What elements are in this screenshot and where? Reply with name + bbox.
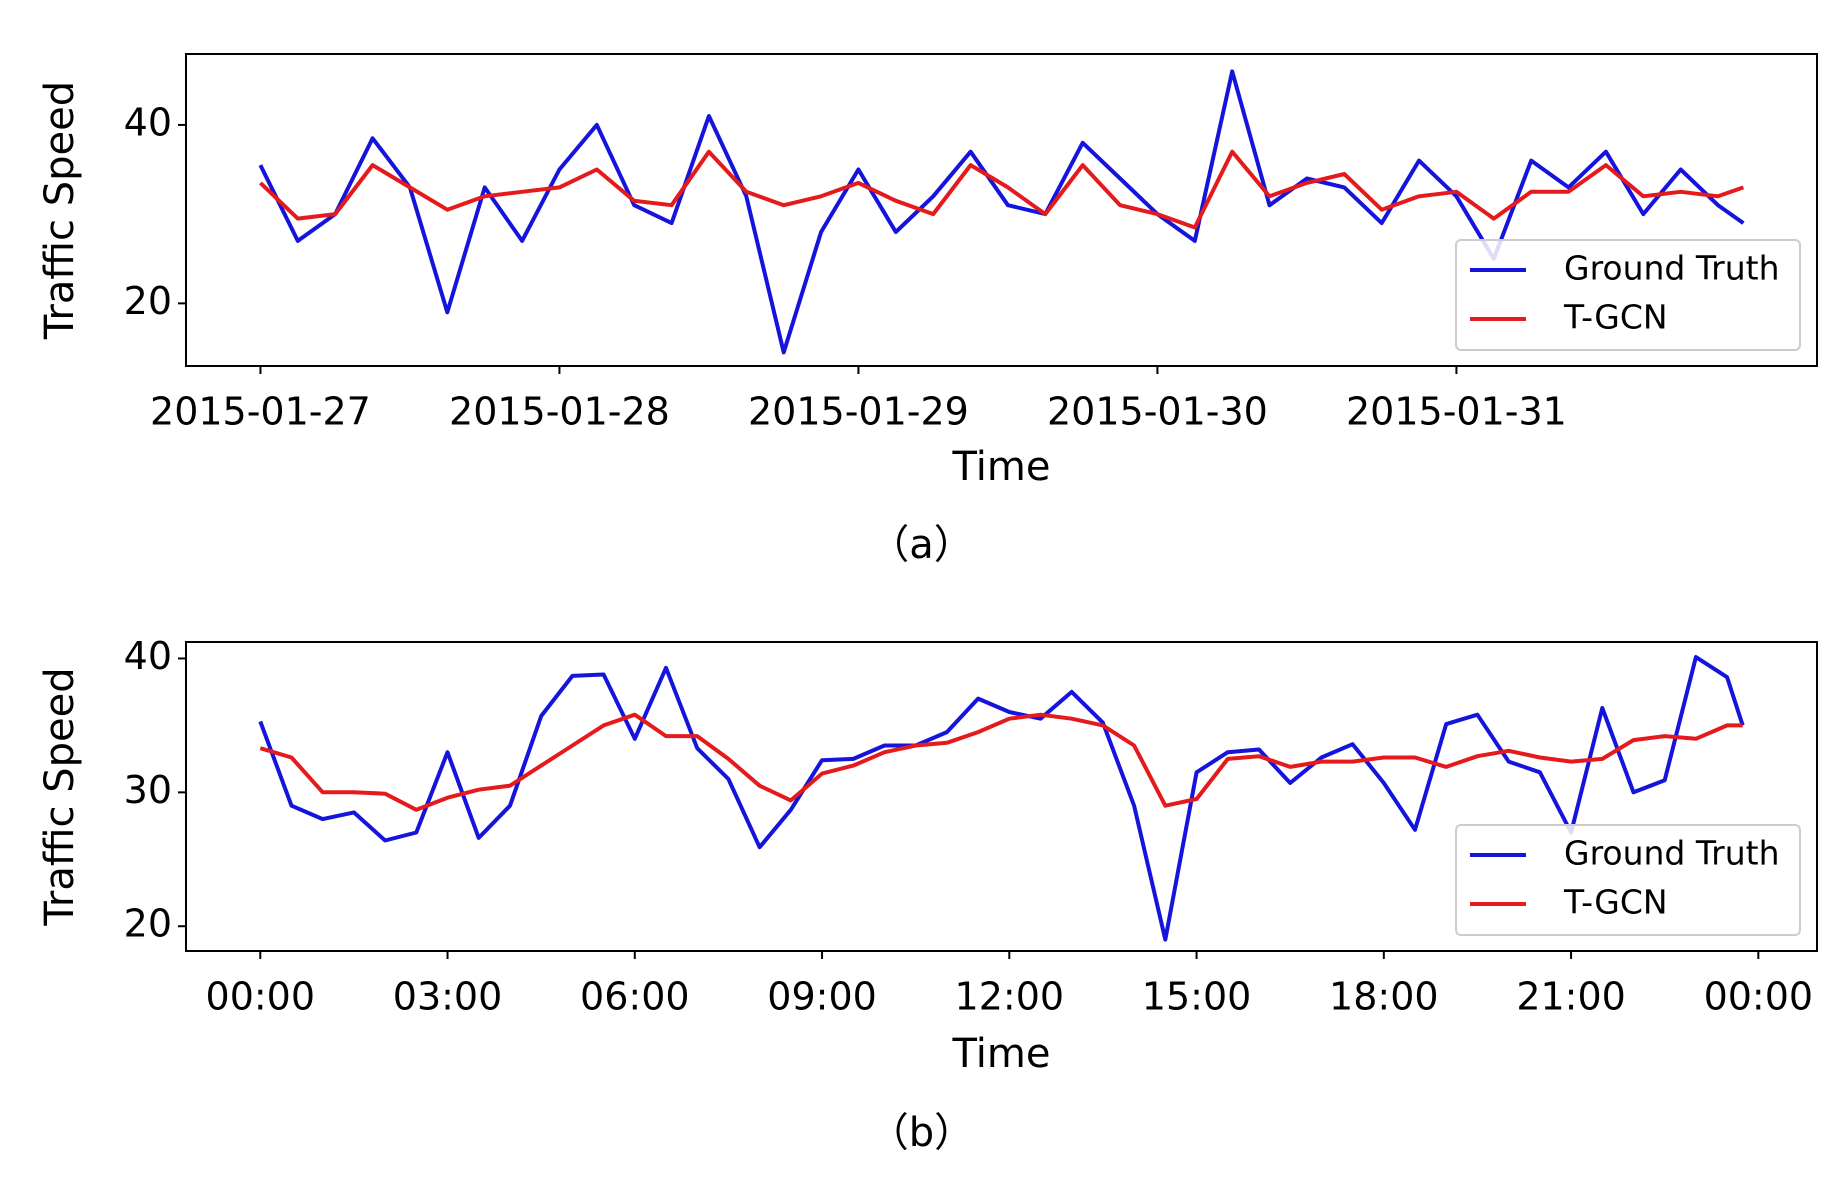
- legend-label: T-GCN: [1563, 298, 1668, 337]
- y-tick-label: 40: [124, 634, 172, 678]
- y-axis-label: Traffic Speed: [37, 667, 83, 926]
- legend: Ground Truth T-GCN: [1455, 239, 1801, 351]
- x-tick-label: 2015-01-28: [449, 390, 670, 434]
- x-tick-label: 00:00: [206, 975, 316, 1019]
- axes-frame: [185, 53, 1818, 367]
- y-tick-label: 40: [124, 100, 172, 144]
- y-tick-label: 30: [124, 768, 172, 812]
- series-line: [258, 69, 1745, 355]
- x-axis-label: Time: [952, 1031, 1051, 1077]
- x-tick-label: 06:00: [580, 975, 690, 1019]
- x-tick-label: 2015-01-29: [748, 390, 969, 434]
- x-tick-label: 2015-01-30: [1047, 390, 1268, 434]
- x-tick-label: 12:00: [955, 975, 1065, 1019]
- x-tick-label: 03:00: [393, 975, 503, 1019]
- legend-label: Ground Truth: [1564, 249, 1780, 288]
- series-line: [258, 655, 1745, 942]
- axes-frame: [185, 641, 1818, 952]
- x-tick-label: 00:00: [1704, 975, 1814, 1019]
- legend-box: [1455, 824, 1801, 936]
- series-line: [259, 149, 1745, 230]
- x-tick-label: 09:00: [767, 975, 877, 1019]
- x-tick-label: 2015-01-31: [1346, 390, 1567, 434]
- series-line: [259, 712, 1743, 812]
- x-tick-label: 15:00: [1142, 975, 1252, 1019]
- x-tick-label: 18:00: [1329, 975, 1439, 1019]
- caption: （a）: [869, 522, 974, 568]
- x-tick-label: 2015-01-27: [150, 390, 371, 434]
- y-tick-label: 20: [124, 902, 172, 946]
- subplot: 20 30 40 00:00 03:00 06:00 09:00 12:00 15:00 18:0…: [37, 634, 1818, 1156]
- y-tick-label: 20: [124, 279, 172, 323]
- legend-label: Ground Truth: [1564, 834, 1780, 873]
- legend-label: T-GCN: [1563, 883, 1668, 922]
- caption: （b）: [869, 1110, 974, 1156]
- legend-box: [1455, 239, 1801, 351]
- y-axis-label: Traffic Speed: [37, 81, 83, 340]
- subplot: 20 40 2015-01-27 2015-01-28 2015-01-29 2015-0…: [37, 53, 1818, 568]
- legend: Ground Truth T-GCN: [1455, 824, 1801, 936]
- x-axis-label: Time: [952, 444, 1051, 490]
- x-tick-label: 21:00: [1516, 975, 1626, 1019]
